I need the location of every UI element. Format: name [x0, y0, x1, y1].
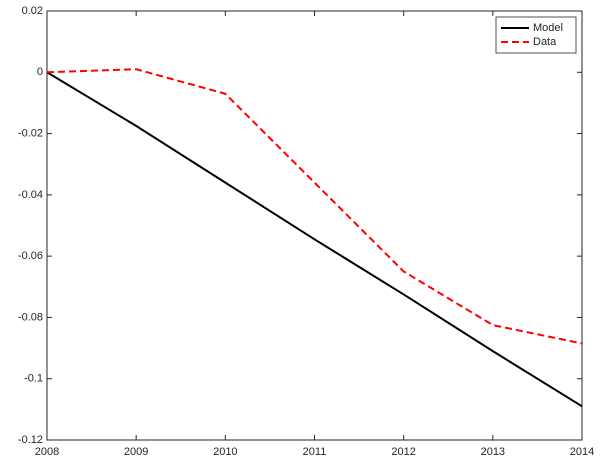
- x-tick-label: 2010: [213, 446, 237, 458]
- legend-box: [495, 16, 577, 54]
- plot-area: [46, 10, 583, 441]
- x-tick-label: 2014: [570, 446, 594, 458]
- y-tick-label: -0.06: [18, 250, 43, 262]
- x-tick-label: 2013: [481, 446, 505, 458]
- y-tick-label: -0.08: [18, 311, 43, 323]
- y-tick-label: 0.02: [22, 5, 43, 17]
- x-tick-label: 2012: [391, 446, 415, 458]
- legend-label: Data: [533, 36, 557, 48]
- y-tick-label: -0.04: [18, 189, 43, 201]
- y-tick-label: -0.02: [18, 127, 43, 139]
- y-tick-label: 0: [37, 66, 43, 78]
- y-tick-label: -0.1: [24, 373, 43, 385]
- x-tick-label: 2008: [35, 446, 59, 458]
- y-tick-label: -0.12: [18, 434, 43, 446]
- x-tick-label: 2011: [303, 446, 327, 458]
- x-tick-label: 2009: [124, 446, 148, 458]
- legend-label: Model: [533, 22, 563, 34]
- data-line: [46, 68, 583, 345]
- data-line: [46, 71, 583, 408]
